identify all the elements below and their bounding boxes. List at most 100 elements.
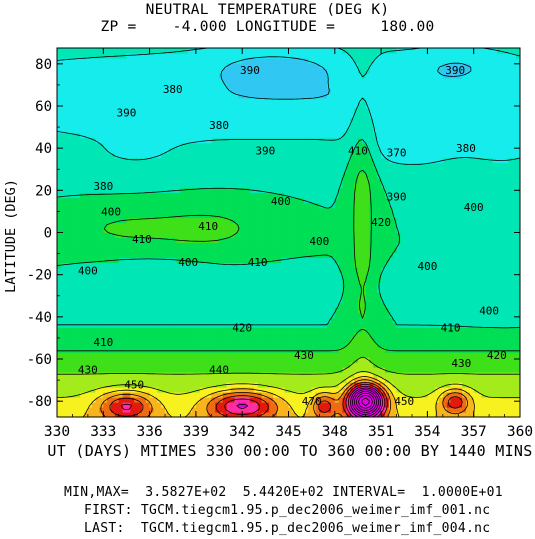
field-cell: [99, 132, 104, 139]
field-cell: [242, 87, 247, 94]
field-cell: [300, 222, 305, 229]
field-cell: [257, 337, 263, 343]
field-cell: [64, 372, 70, 378]
field-cell: [188, 177, 193, 184]
field-cell: [87, 297, 93, 303]
field-cell: [68, 217, 74, 224]
field-cell: [303, 137, 309, 144]
field-cell: [265, 202, 270, 209]
field-cell: [130, 227, 135, 234]
field-cell: [153, 272, 158, 278]
field-cell: [192, 277, 197, 283]
field-cell: [234, 152, 239, 159]
field-cell: [60, 132, 66, 139]
field-cell: [145, 202, 151, 209]
field-cell: [307, 237, 313, 244]
field-cell: [222, 347, 228, 353]
field-cell: [292, 327, 297, 333]
field-cell: [114, 82, 120, 89]
field-cell: [234, 377, 239, 383]
field-cell: [273, 62, 278, 69]
field-cell: [64, 347, 70, 353]
field-cell: [296, 202, 301, 209]
field-cell: [145, 192, 151, 199]
field-cell: [72, 152, 77, 159]
field-cell: [242, 102, 247, 109]
field-cell: [138, 292, 143, 298]
field-cell: [180, 247, 185, 254]
field-cell: [257, 372, 263, 378]
field-cell: [280, 182, 286, 189]
field-cell: [219, 317, 224, 323]
field-cell: [138, 122, 143, 129]
field-cell: [242, 147, 247, 154]
field-cell: [180, 112, 185, 119]
field-cell: [130, 172, 135, 179]
field-cell: [176, 397, 182, 403]
field-cell: [130, 282, 135, 288]
field-cell: [249, 287, 255, 293]
field-cell: [184, 327, 189, 333]
field-cell: [234, 252, 239, 259]
field-cell: [176, 67, 182, 74]
field-cell: [157, 117, 162, 124]
field-cell: [141, 127, 147, 134]
field-cell: [111, 347, 116, 353]
field-cell: [276, 312, 282, 318]
field-cell: [165, 337, 170, 343]
field-cell: [249, 77, 255, 84]
field-cell: [284, 347, 290, 353]
field-cell: [288, 117, 293, 124]
field-cell: [103, 342, 108, 348]
field-cell: [80, 402, 85, 408]
field-cell: [292, 107, 297, 114]
field-cell: [149, 387, 155, 393]
field-cell: [257, 97, 263, 104]
field-cell: [222, 222, 228, 229]
field-cell: [188, 362, 193, 368]
field-cell: [257, 277, 263, 283]
field-cell: [107, 182, 112, 189]
field-cell: [215, 82, 220, 89]
field-cell: [215, 192, 220, 199]
field-cell: [157, 372, 162, 378]
field-cell: [307, 292, 313, 298]
field-cell: [253, 337, 259, 343]
field-cell: [72, 397, 77, 403]
field-cell: [165, 372, 170, 378]
field-cell: [211, 242, 216, 249]
field-cell: [192, 48, 197, 54]
field-cell: [222, 377, 228, 383]
field-cell: [138, 62, 143, 69]
field-cell: [246, 377, 251, 383]
field-cell: [303, 382, 309, 388]
field-cell: [134, 247, 139, 254]
field-cell: [161, 72, 166, 79]
field-cell: [87, 87, 93, 94]
field-cell: [153, 257, 158, 264]
field-cell: [292, 72, 297, 79]
field-cell: [60, 267, 66, 273]
field-cell: [207, 382, 212, 388]
field-cell: [219, 122, 224, 129]
field-cell: [84, 357, 89, 363]
field-cell: [126, 392, 131, 398]
field-cell: [280, 157, 286, 164]
field-cell: [60, 72, 66, 79]
field-cell: [87, 227, 93, 234]
field-cell: [215, 377, 220, 383]
field-cell: [234, 272, 239, 278]
field-cell: [242, 162, 247, 169]
field-cell: [219, 347, 224, 353]
field-cell: [284, 307, 290, 313]
field-cell: [157, 302, 162, 308]
field-cell: [149, 132, 155, 139]
field-cell: [153, 317, 158, 323]
field-cell: [307, 382, 313, 388]
field-cell: [111, 67, 116, 74]
field-cell: [72, 112, 77, 119]
field-cell: [261, 92, 266, 99]
field-cell: [91, 97, 97, 104]
field-cell: [307, 407, 313, 413]
field-cell: [130, 162, 135, 169]
